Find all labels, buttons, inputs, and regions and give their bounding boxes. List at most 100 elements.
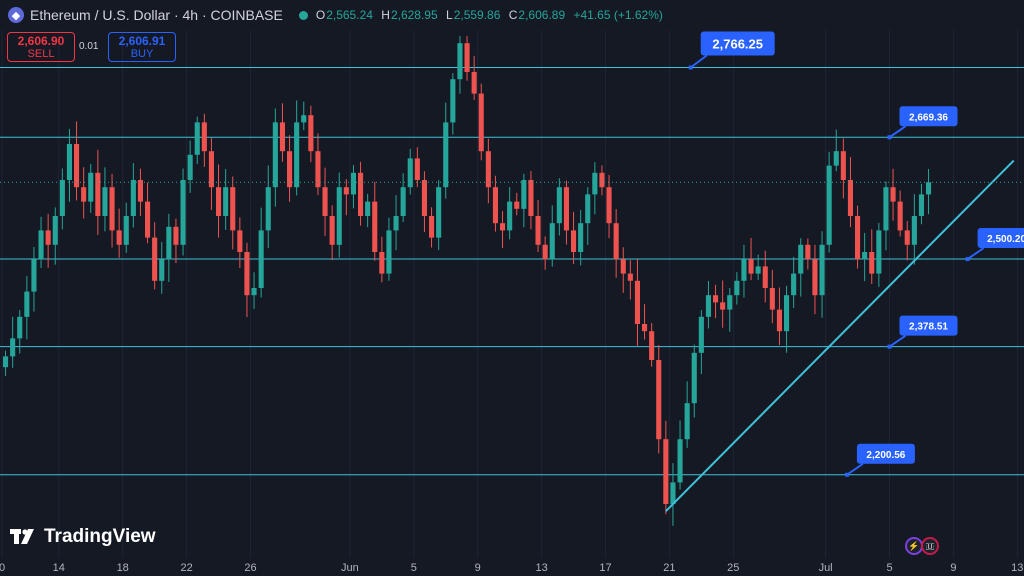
- candle-body: [762, 266, 768, 288]
- candle: [720, 280, 726, 328]
- candle: [926, 168, 932, 215]
- candle-body: [705, 295, 711, 317]
- candle-body: [429, 216, 435, 238]
- candle-body: [471, 72, 477, 94]
- x-tick-label: 9: [950, 562, 956, 574]
- level-labels[interactable]: 2,766.25 2,669.36 2,500.20 2,378.51 2,200.56: [688, 31, 1024, 477]
- candle-body: [194, 122, 200, 155]
- x-tick-label: 17: [599, 562, 611, 574]
- candle: [400, 173, 406, 223]
- candle: [436, 180, 442, 251]
- candle-body: [287, 151, 293, 188]
- candle: [130, 163, 136, 228]
- candle-body: [741, 259, 747, 281]
- candle: [670, 463, 676, 526]
- candle: [287, 135, 293, 202]
- candle: [343, 178, 349, 216]
- level-label-leader: [888, 334, 907, 348]
- candle-body: [436, 187, 442, 238]
- candle-body: [145, 201, 151, 238]
- candle: [152, 222, 158, 290]
- symbol-title[interactable]: Ethereum / U.S. Dollar · 4h · COINBASE: [30, 7, 283, 23]
- candle-body: [38, 230, 44, 260]
- us-flag-icon[interactable]: 🇺: [921, 537, 939, 555]
- lightning-icon[interactable]: ⚡: [905, 537, 923, 555]
- trendline-line: [665, 159, 1015, 512]
- x-tick-label: 22: [180, 562, 192, 574]
- candle: [429, 207, 435, 248]
- candle-body: [805, 244, 811, 260]
- candle-body: [521, 180, 527, 209]
- candle-body: [855, 216, 861, 260]
- candle: [88, 163, 94, 213]
- level-label-text: 2,200.56: [866, 450, 905, 461]
- candle-body: [223, 187, 229, 216]
- candle-body: [535, 216, 541, 245]
- logo-text: TradingView: [44, 526, 156, 547]
- market-status-icon[interactable]: [298, 10, 308, 20]
- level-label: 2,500.20: [965, 228, 1024, 262]
- candle-body: [620, 259, 626, 274]
- candle: [620, 247, 626, 293]
- candle-body: [755, 266, 761, 274]
- candle: [592, 162, 598, 215]
- candle-body: [734, 280, 740, 296]
- candle-body: [656, 360, 662, 440]
- candle: [457, 35, 463, 94]
- candle: [230, 176, 236, 250]
- candle: [308, 105, 314, 163]
- candle-body: [599, 172, 605, 188]
- high-value: 2,628.95: [390, 8, 438, 22]
- candle: [66, 128, 72, 202]
- candle: [464, 36, 470, 81]
- candle-body: [897, 201, 903, 231]
- trendline[interactable]: [665, 159, 1015, 512]
- level-label-box: [977, 228, 1024, 249]
- candle-body: [52, 216, 58, 245]
- candle: [812, 244, 818, 315]
- candle-body: [272, 122, 278, 188]
- candle: [840, 138, 846, 199]
- spread-value: 0.01: [79, 41, 99, 52]
- candle: [301, 101, 307, 131]
- level-label-box: [700, 31, 775, 56]
- candle: [705, 280, 711, 329]
- candle: [10, 316, 16, 368]
- candle: [535, 199, 541, 253]
- candle-body: [918, 194, 924, 216]
- candle: [443, 102, 449, 199]
- event-badges[interactable]: ⚡ 🇺: [905, 537, 939, 555]
- candle-body: [3, 356, 9, 368]
- candle-body: [847, 180, 853, 216]
- sell-button[interactable]: 2,606.90 SELL: [7, 32, 75, 62]
- candle: [734, 272, 740, 305]
- candle: [59, 168, 65, 230]
- candle: [514, 192, 520, 216]
- candle-body: [606, 187, 612, 224]
- candle: [258, 207, 264, 298]
- candle: [279, 103, 285, 162]
- x-tick-label: Jul: [819, 562, 833, 574]
- level-label: 2,200.56: [844, 443, 915, 477]
- candle: [578, 209, 584, 266]
- level-label: 2,669.36: [887, 106, 958, 140]
- candle-body: [386, 230, 392, 274]
- candle-body: [315, 151, 321, 188]
- candle: [741, 244, 747, 298]
- open-value: 2,565.24: [326, 8, 373, 22]
- level-label-anchor: [965, 257, 970, 262]
- low-value: 2,559.86: [453, 8, 501, 22]
- candle: [109, 173, 115, 248]
- candle: [642, 304, 648, 340]
- tradingview-logo[interactable]: TradingView: [10, 526, 156, 548]
- candle-body: [627, 273, 633, 281]
- candle: [883, 181, 889, 251]
- candle: [123, 202, 129, 253]
- chart-header: ◆ Ethereum / U.S. Dollar · 4h · COINBASE…: [0, 0, 668, 30]
- candle: [421, 171, 427, 233]
- candle: [350, 165, 356, 209]
- candle: [372, 181, 378, 261]
- candle-body: [102, 187, 108, 216]
- buy-button[interactable]: 2,606.91 BUY: [108, 32, 176, 62]
